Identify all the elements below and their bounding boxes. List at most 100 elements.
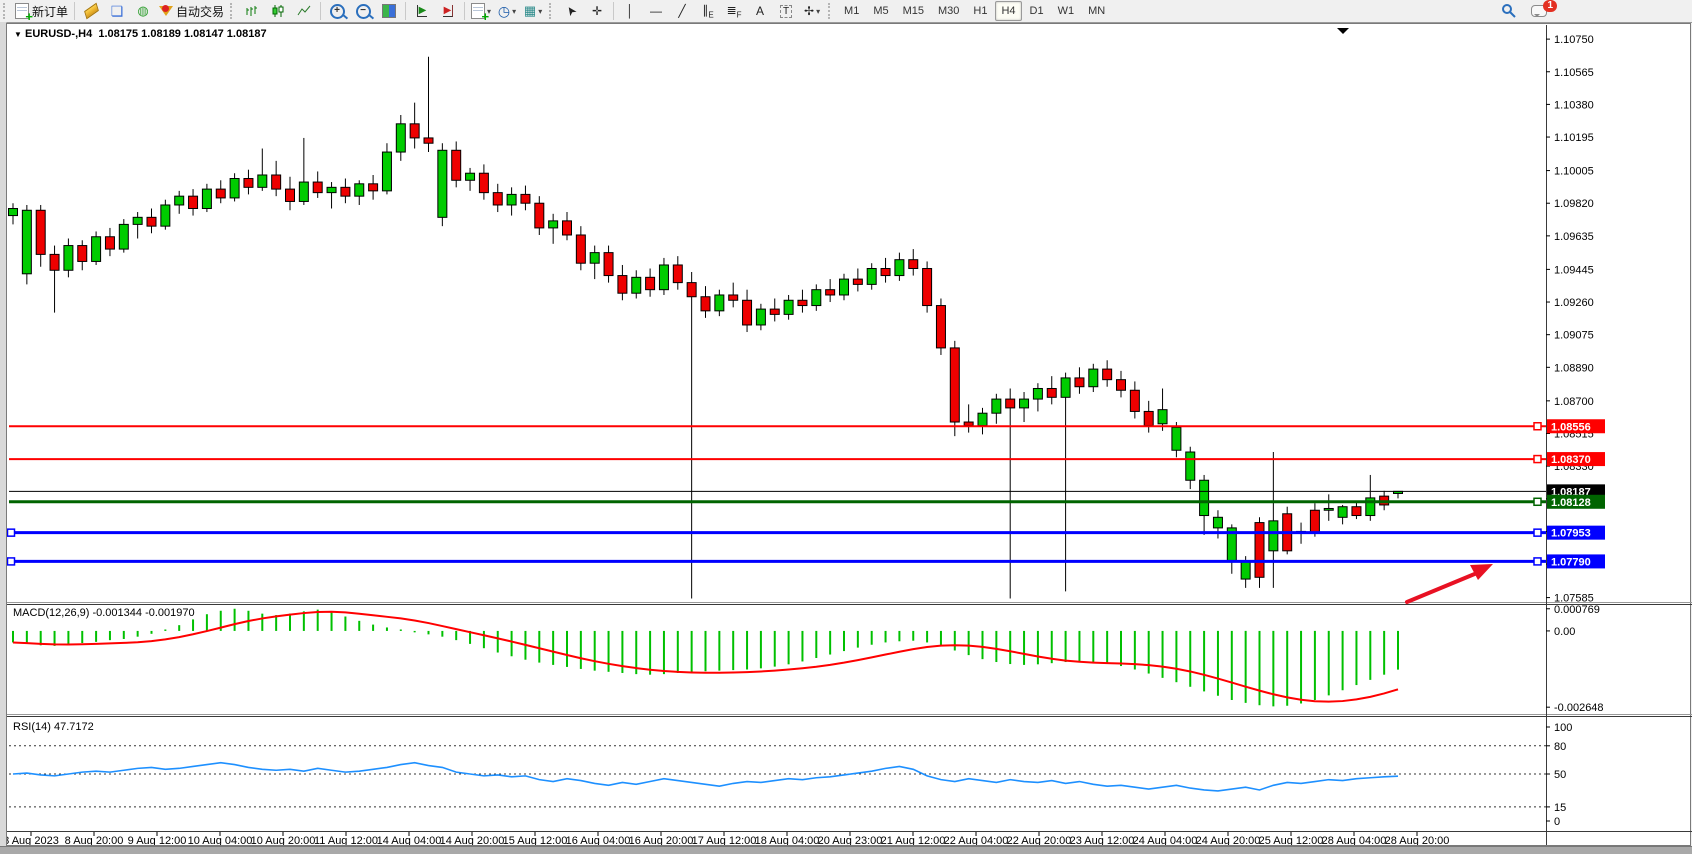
candle-body[interactable] [589, 252, 600, 264]
hline-left-marker[interactable] [7, 528, 16, 537]
chart-shift-button[interactable]: ▶ [435, 0, 461, 22]
title-dropdown-icon[interactable]: ▼ [14, 30, 22, 39]
candlestick-chart-button[interactable] [265, 0, 291, 22]
candle-body[interactable] [1088, 368, 1099, 388]
auto-scroll-button[interactable]: ▶ [409, 0, 435, 22]
candle-body[interactable] [381, 151, 392, 192]
candle-body[interactable] [1046, 387, 1057, 398]
candle-body[interactable] [1074, 377, 1085, 388]
hline-right-marker[interactable] [1533, 497, 1542, 507]
candle-body[interactable] [534, 202, 545, 229]
candle-body[interactable] [1254, 522, 1265, 578]
candle-body[interactable] [146, 216, 157, 227]
vertical-line-button[interactable]: │ [617, 0, 643, 22]
candle-body[interactable] [1212, 516, 1223, 529]
hline-right-marker[interactable] [1533, 557, 1542, 566]
annotation-arrow-head[interactable] [1470, 564, 1493, 580]
styler-button[interactable] [78, 0, 104, 22]
candle-body[interactable] [104, 236, 115, 250]
toolbar-grip[interactable] [230, 3, 236, 19]
candle-body[interactable] [451, 149, 462, 181]
candle-body[interactable] [1351, 506, 1362, 517]
candle-body[interactable] [852, 278, 863, 285]
candle-body[interactable] [880, 268, 891, 277]
fibonacci-button[interactable]: ≣F [721, 0, 747, 22]
candle-body[interactable] [1240, 560, 1251, 580]
candle-body[interactable] [658, 264, 669, 291]
candle-body[interactable] [1005, 398, 1016, 409]
candle-body[interactable] [769, 308, 780, 315]
candle-body[interactable] [340, 186, 351, 197]
auto-trading-button[interactable]: 自动交易 [156, 0, 227, 22]
annotation-arrow[interactable] [1405, 571, 1479, 604]
candle-body[interactable] [700, 296, 711, 312]
candle-body[interactable] [243, 178, 254, 188]
toolbar-grip[interactable] [549, 3, 555, 19]
candle-body[interactable] [271, 174, 282, 190]
candle-body[interactable] [132, 216, 143, 225]
candle-body[interactable] [1171, 426, 1182, 451]
candle-body[interactable] [1032, 387, 1043, 400]
chart-end-marker-icon[interactable] [1337, 28, 1349, 34]
candle-body[interactable] [783, 299, 794, 315]
candle-body[interactable] [1102, 368, 1113, 381]
horizontal-line-button[interactable]: — [643, 0, 669, 22]
candle-body[interactable] [1365, 497, 1376, 517]
new-order-button[interactable]: + 新订单 [12, 0, 71, 23]
candle-body[interactable] [839, 278, 849, 296]
candle-body[interactable] [1309, 509, 1320, 534]
timeframe-button-MN[interactable]: MN [1088, 5, 1106, 17]
hline-right-marker[interactable] [1533, 422, 1542, 431]
candle-body[interactable] [1157, 409, 1168, 425]
candle-body[interactable] [257, 174, 268, 188]
toolbar-grip[interactable] [828, 3, 834, 19]
notifications-button[interactable]: 1 [1526, 0, 1557, 22]
candle-body[interactable] [285, 188, 295, 202]
candle-body[interactable] [645, 276, 656, 291]
templates-button[interactable]: ▦ ▾ [520, 0, 546, 22]
toolbar-grip[interactable] [3, 3, 9, 19]
text-button[interactable]: A [747, 0, 773, 22]
candle-body[interactable] [949, 347, 960, 423]
candle-body[interactable] [354, 183, 365, 197]
cursor-button[interactable]: ➤ [558, 0, 584, 22]
candle-body[interactable] [395, 123, 406, 153]
candle-body[interactable] [91, 236, 102, 262]
candle-body[interactable] [312, 181, 323, 194]
candle-body[interactable] [409, 123, 420, 139]
candle-body[interactable] [49, 253, 60, 271]
candle-body[interactable] [562, 220, 572, 236]
hline-right-marker[interactable] [1533, 528, 1542, 537]
arrow-objects-button[interactable]: ✢ ▾ [799, 0, 825, 22]
candle-body[interactable] [1185, 451, 1196, 481]
candle-body[interactable] [465, 172, 476, 181]
candle-body[interactable] [672, 264, 683, 284]
price-chart-canvas[interactable]: 1.10750 1.10565 1.10380 1.10195 1.10005 1.098… [7, 24, 1692, 845]
candle-body[interactable] [215, 188, 226, 199]
candle-body[interactable] [201, 188, 212, 210]
candle-body[interactable] [520, 193, 531, 204]
hline-right-marker[interactable] [1533, 454, 1542, 464]
candle-body[interactable] [298, 181, 309, 202]
candle-body[interactable] [963, 421, 974, 427]
crosshair-button[interactable]: ✛ [584, 0, 610, 22]
candle-body[interactable] [1323, 507, 1334, 511]
candle-body[interactable] [326, 186, 337, 194]
chart-window[interactable]: 1.10750 1.10565 1.10380 1.10195 1.10005 1.098… [6, 23, 1692, 846]
tile-windows-button[interactable] [376, 0, 402, 22]
timeframe-button-W1[interactable]: W1 [1057, 5, 1075, 17]
candle-body[interactable] [1060, 377, 1071, 398]
market-watch-button[interactable]: ❏ [104, 0, 130, 22]
candle-body[interactable] [423, 137, 434, 144]
candle-body[interactable] [908, 259, 919, 270]
timeframe-button-H4[interactable]: H4 [995, 1, 1022, 21]
timeframe-button-M30[interactable]: M30 [938, 5, 960, 17]
candle-body[interactable] [1116, 379, 1126, 391]
candle-body[interactable] [977, 412, 988, 427]
zoom-in-button[interactable]: + [324, 0, 350, 22]
candle-body[interactable] [368, 183, 379, 192]
trendline-button[interactable]: ╱ [669, 0, 695, 22]
zoom-out-button[interactable]: − [350, 0, 376, 22]
candle-body[interactable] [1019, 398, 1030, 409]
signals-button[interactable]: ◍ [130, 0, 156, 22]
